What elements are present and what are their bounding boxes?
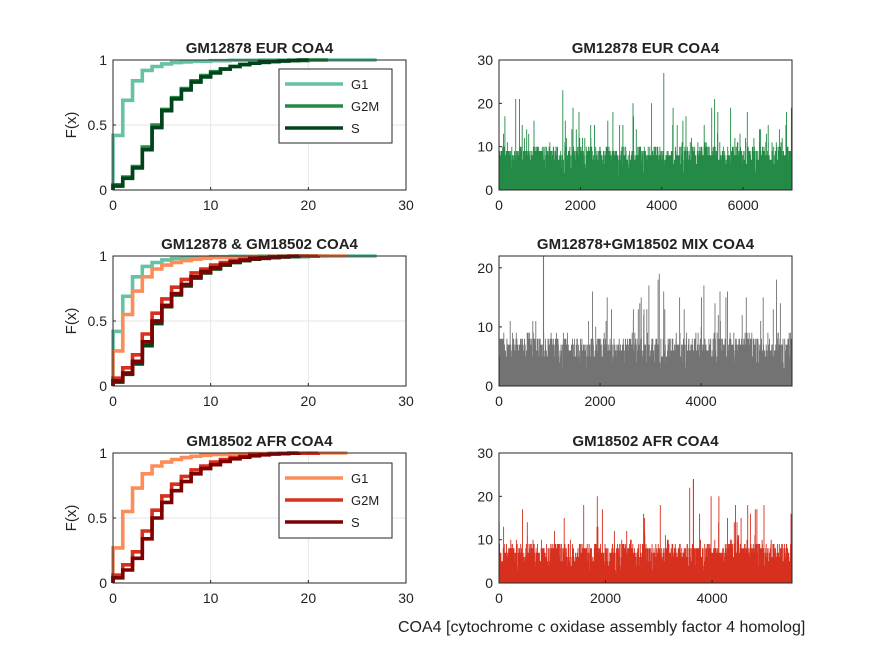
- x-tick-label: 0: [109, 197, 117, 213]
- chart-title: GM12878 EUR COA4: [186, 40, 334, 57]
- x-tick-label: 0: [109, 590, 117, 606]
- legend-label: G1: [351, 77, 368, 92]
- hist-afr-axes: 0 2000 4000 0 10 20 30 GM18502 AFR COA4: [477, 433, 793, 606]
- chart-title: GM12878 & GM18502 COA4: [161, 236, 358, 253]
- legend-label: G2M: [351, 99, 379, 114]
- y-tick-label: 10: [477, 532, 493, 548]
- x-tick-label: 6000: [728, 197, 759, 213]
- chart-title: GM12878+GM18502 MIX COA4: [537, 236, 755, 253]
- cdf-eur-axes: 0 10 20 30 0 0.5 1 GM12878 EUR COA4 F(x) G1 G2M S: [63, 40, 414, 213]
- x-tick-label: 4000: [685, 393, 716, 409]
- legend: G1 G2M S: [278, 462, 393, 539]
- x-tick-label: 10: [203, 197, 219, 213]
- legend: G1 G2M S: [278, 68, 393, 144]
- x-tick-label: 0: [495, 197, 503, 213]
- x-tick-label: 20: [301, 590, 317, 606]
- y-tick-label: 0: [485, 378, 493, 394]
- chart-title: GM18502 AFR COA4: [572, 433, 719, 450]
- y-tick-label: 10: [477, 139, 493, 155]
- y-tick-label: 0: [99, 575, 107, 591]
- legend-label: G2M: [351, 493, 379, 508]
- cdf-series-g1: [111, 58, 377, 190]
- y-axis-label: F(x): [63, 112, 80, 139]
- x-tick-label: 4000: [646, 197, 677, 213]
- x-tick-label: 10: [203, 393, 219, 409]
- chart-title: GM12878 EUR COA4: [572, 40, 720, 57]
- x-tick-label: 20: [301, 393, 317, 409]
- hist-eur-axes: 0 2000 4000 6000 0 10 20 30 GM12878 EUR COA4: [477, 40, 793, 213]
- cdf-series-s: [111, 451, 301, 583]
- chart-title: GM18502 AFR COA4: [186, 433, 333, 450]
- y-tick-label: 30: [477, 52, 493, 68]
- x-tick-label: 2000: [584, 393, 615, 409]
- axes-box: [498, 452, 793, 584]
- axes-box: [498, 59, 793, 191]
- cdf-series-series-5: [111, 254, 301, 386]
- x-tick-label: 30: [398, 393, 414, 409]
- y-tick-label: 0.5: [88, 313, 108, 329]
- x-tick-label: 20: [301, 197, 317, 213]
- y-tick-label: 30: [477, 445, 493, 461]
- legend-label: S: [351, 121, 360, 136]
- y-tick-label: 1: [99, 445, 107, 461]
- x-tick-label: 30: [398, 590, 414, 606]
- legend-label: S: [351, 515, 360, 530]
- cdf-afr-axes: 0 10 20 30 0 0.5 1 GM18502 AFR COA4 F(x) G1 G2M S: [63, 433, 414, 606]
- y-tick-label: 0: [485, 575, 493, 591]
- hist-mix-axes: 0 2000 4000 0 10 20 GM12878+GM18502 MIX COA4: [477, 236, 793, 409]
- x-tick-label: 2000: [565, 197, 596, 213]
- legend-label: G1: [351, 471, 368, 486]
- y-tick-label: 20: [477, 488, 493, 504]
- y-axis-label: F(x): [63, 308, 80, 335]
- y-tick-label: 0: [485, 182, 493, 198]
- x-tick-label: 4000: [697, 590, 728, 606]
- y-tick-label: 0: [99, 182, 107, 198]
- y-tick-label: 0: [99, 378, 107, 394]
- y-tick-label: 20: [477, 95, 493, 111]
- x-tick-label: 0: [495, 393, 503, 409]
- cdf-series-s: [111, 58, 309, 190]
- x-tick-label: 0: [495, 590, 503, 606]
- y-tick-label: 1: [99, 248, 107, 264]
- y-tick-label: 0.5: [88, 117, 108, 133]
- y-axis-label: F(x): [63, 505, 80, 532]
- x-tick-label: 2000: [590, 590, 621, 606]
- y-tick-label: 1: [99, 52, 107, 68]
- y-tick-label: 20: [477, 260, 493, 276]
- y-tick-label: 10: [477, 319, 493, 335]
- cdf-mix-axes: 0 10 20 30 0 0.5 1 GM12878 & GM18502 COA4 F(x): [63, 236, 414, 409]
- axes-box: [498, 255, 793, 387]
- x-tick-label: 10: [203, 590, 219, 606]
- x-tick-label: 30: [398, 197, 414, 213]
- x-axis-label: COA4 [cytochrome c oxidase assembly fact…: [398, 619, 805, 636]
- x-tick-label: 0: [109, 393, 117, 409]
- y-tick-label: 0.5: [88, 510, 108, 526]
